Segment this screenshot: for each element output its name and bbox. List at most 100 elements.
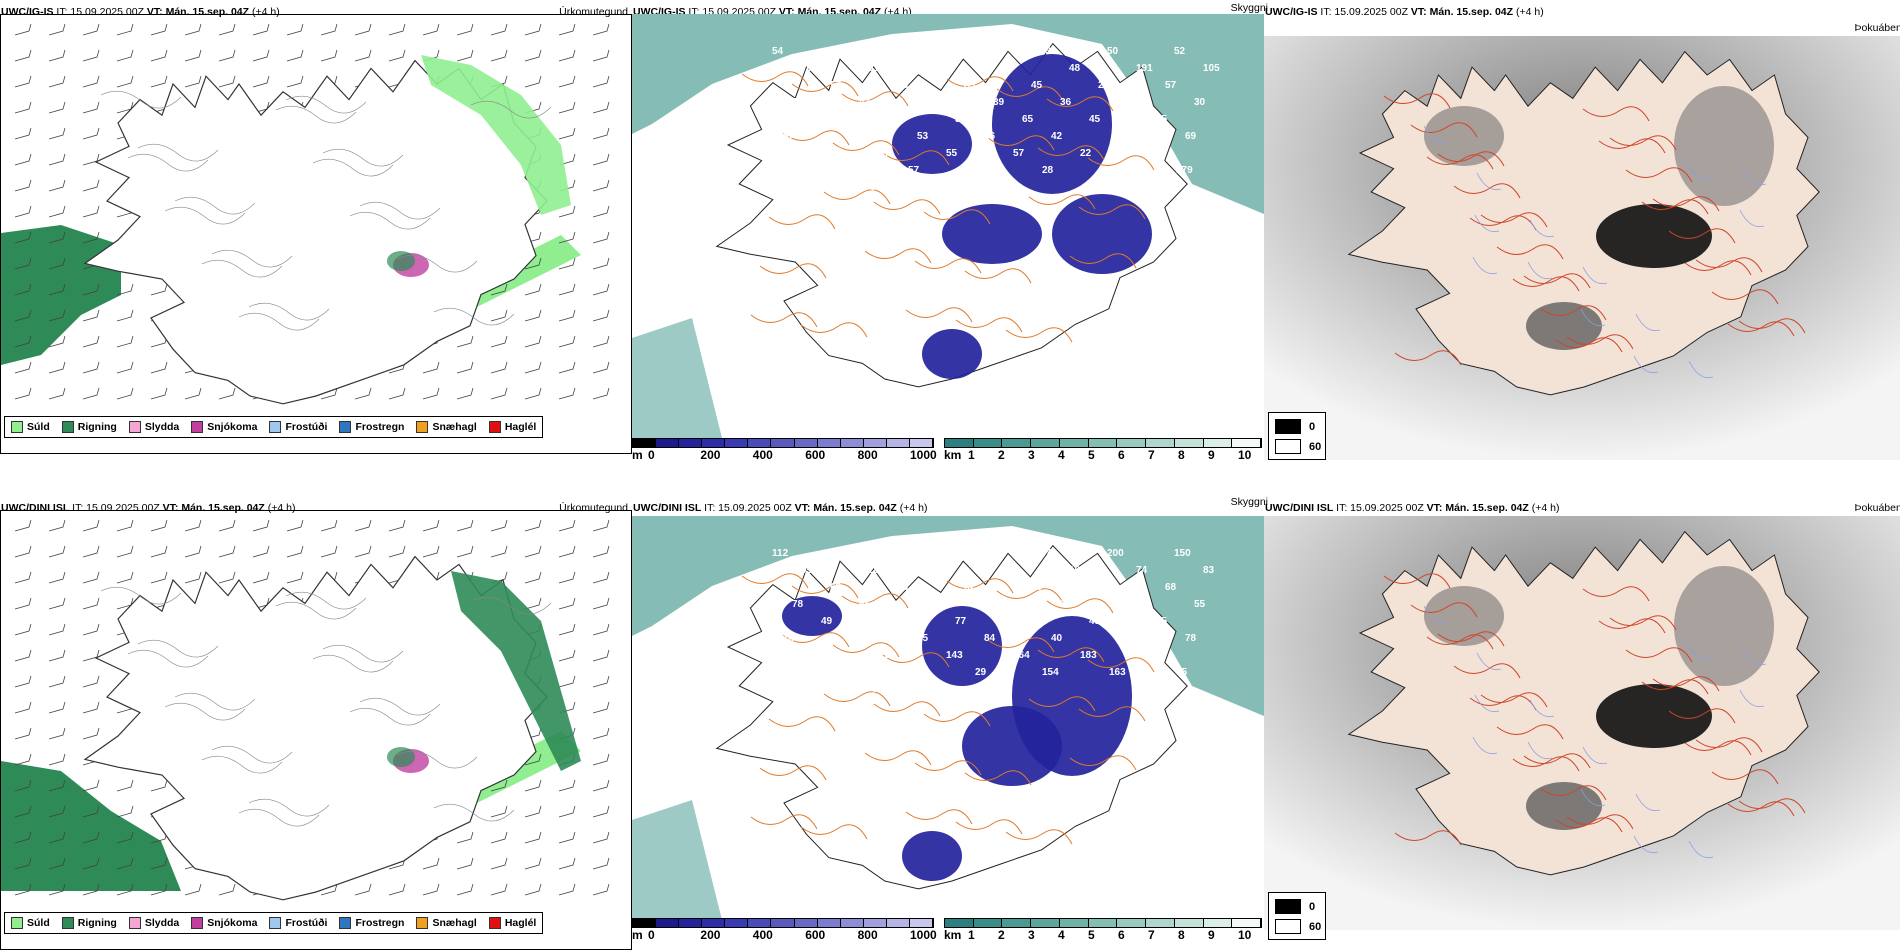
- rain-area: [1, 761, 181, 891]
- model-name: UWC/IG-IS: [1, 6, 54, 18]
- ceiling-value-label: 48: [1069, 63, 1081, 74]
- legend-label: Haglél: [504, 917, 537, 929]
- colorbar-segment: [1088, 919, 1118, 927]
- colorbar-tick-label: 6: [1118, 928, 1125, 942]
- colorbar-segment: [973, 919, 1003, 927]
- panel-header: UWC/DINI ISL IT: 15.09.2025 00Z VT: Mán.…: [1265, 502, 1559, 514]
- ceiling-value-label: 164: [1013, 650, 1030, 661]
- ceiling-value-label: 55: [792, 97, 804, 108]
- ceiling-value-label: 101: [1069, 565, 1086, 576]
- ceiling-value-label: 85: [964, 80, 976, 91]
- ceiling-value-label: 82: [993, 599, 1005, 610]
- colorbar-segment: [1174, 439, 1204, 447]
- ceiling-value-label: 45: [1089, 114, 1101, 125]
- visibility-map: 112 100 54 55 77 200 150 95 28 59 52 101 74 83 68 65 62 7…: [632, 516, 1264, 920]
- ceiling-value-label: 48: [850, 131, 862, 142]
- ceiling-value-label: 58: [812, 148, 824, 159]
- colorbar-tick-label: 4: [1058, 448, 1065, 462]
- ceiling-value-label: 65: [897, 582, 909, 593]
- ceiling-value-label: 55: [973, 548, 985, 559]
- colorbar-labels: m 0 200 400 600 800 1000: [632, 928, 937, 942]
- fog-legend-label: 0: [1309, 900, 1316, 913]
- valid-time: VT: Mán. 15.sep. 04Z: [146, 6, 250, 18]
- fog-area: [1424, 106, 1504, 166]
- fog-map-svg: [1264, 516, 1900, 930]
- ceiling-value-label: 179: [1176, 165, 1193, 176]
- colorbar-segment: [886, 439, 910, 447]
- ceiling-value-label: 45: [917, 633, 929, 644]
- colorbar-tick-label: 9: [1208, 928, 1215, 942]
- legend-label: Súld: [27, 917, 50, 929]
- legend-label: Frostúði: [285, 421, 328, 433]
- colorbar-tick-label: 5: [1088, 928, 1095, 942]
- colorbar-segment: [1232, 919, 1262, 927]
- legend-swatch: [339, 917, 352, 929]
- fog-area: [1526, 782, 1602, 830]
- legend-swatch: [191, 421, 204, 433]
- colorbar-segment: [863, 439, 887, 447]
- ceiling-value-label: 78: [774, 667, 786, 678]
- legend-label: Frostregn: [355, 421, 405, 433]
- ceiling-value-label: 54: [906, 548, 918, 559]
- colorbar-tick-label: 600: [805, 448, 826, 462]
- ceiling-value-label: 163: [1109, 667, 1126, 678]
- fog-legend-item: 60: [1275, 919, 1321, 934]
- legend-label: Snjókoma: [207, 421, 258, 433]
- legend-swatch: [269, 917, 282, 929]
- colorbar-segment: [973, 439, 1003, 447]
- ceiling-value-label: 74: [1136, 565, 1148, 576]
- colorbar-tick-label: 1: [968, 448, 975, 462]
- ceiling-value-label: 149: [783, 633, 800, 644]
- legend-item: Súld: [11, 421, 50, 433]
- ceiling-value-label: 148: [803, 182, 820, 193]
- colorbar-segment: [945, 439, 974, 447]
- colorbar-segment: [1031, 439, 1060, 447]
- ceiling-labels: 112 100 54 55 77 200 150 95 28 59 52 101 74 83 68 65 62 7…: [772, 548, 1215, 695]
- legend-label: Súld: [27, 421, 50, 433]
- ceiling-value-label: 47: [870, 684, 882, 695]
- ceiling-value-label: 83: [1203, 565, 1215, 576]
- fog-legend-item: 0: [1275, 419, 1315, 434]
- low-visibility-sw: [632, 800, 722, 920]
- dense-fog-area: [1596, 204, 1712, 268]
- ceiling-value-label: 191: [1136, 63, 1153, 74]
- colorbar-segment: [748, 919, 772, 927]
- colorbar-segment: [817, 919, 841, 927]
- ceiling-value-label: 49: [1002, 63, 1014, 74]
- fog-legend-swatch: [1275, 439, 1301, 454]
- fog-area: [1526, 302, 1602, 350]
- ceiling-visibility-panel-row1: UWC/IG-IS IT: 15.09.2025 00Z VT: Mán. 15…: [632, 0, 1268, 462]
- colorbar-segment: [702, 919, 726, 927]
- ceiling-value-label: 358: [870, 182, 887, 193]
- colorbar-labels: km 1 2 3 4 5 6 7 8 9 10: [944, 928, 1262, 942]
- colorbar-labels: m 0 200 400 600 800 1000: [632, 448, 937, 462]
- low-visibility-sea: [632, 14, 1264, 214]
- fog-map: [1264, 36, 1900, 460]
- ceiling-value-label: 78: [792, 599, 804, 610]
- ceiling-value-label: 57: [1013, 148, 1025, 159]
- colorbar-segment: [1174, 919, 1204, 927]
- colorbar-segment: [794, 439, 818, 447]
- ceiling-value-label: 28: [1042, 165, 1054, 176]
- ceiling-value-label: 79: [1127, 599, 1139, 610]
- fog-map-svg: [1264, 36, 1900, 460]
- colorbar-segment: [817, 439, 841, 447]
- road-network: [1383, 93, 1806, 366]
- ceiling-value-label: 129: [879, 650, 896, 661]
- colorbar-segment: [679, 439, 703, 447]
- legend-item: Rigning: [61, 421, 117, 433]
- rain-patch: [387, 747, 415, 767]
- valid-time: VT: Mán. 15.sep. 04Z: [1410, 6, 1514, 18]
- ceiling-value-label: 69: [1185, 131, 1197, 142]
- colorbar-segment: [1031, 919, 1060, 927]
- fog-legend-item: 0: [1275, 899, 1315, 914]
- ceiling-value-label: 280: [1098, 80, 1115, 91]
- colorbar-segment: [633, 439, 657, 447]
- fog-legend-swatch: [1275, 899, 1301, 914]
- panel-title: Þokuábendi: [1854, 502, 1900, 514]
- legend-label: Frostúði: [285, 917, 328, 929]
- colorbar-segment: [1146, 919, 1175, 927]
- colorbar-tick-label: 2: [998, 928, 1005, 942]
- colorbar-tick-label: 10: [1238, 928, 1252, 942]
- colorbar-tick-label: 3: [1028, 928, 1035, 942]
